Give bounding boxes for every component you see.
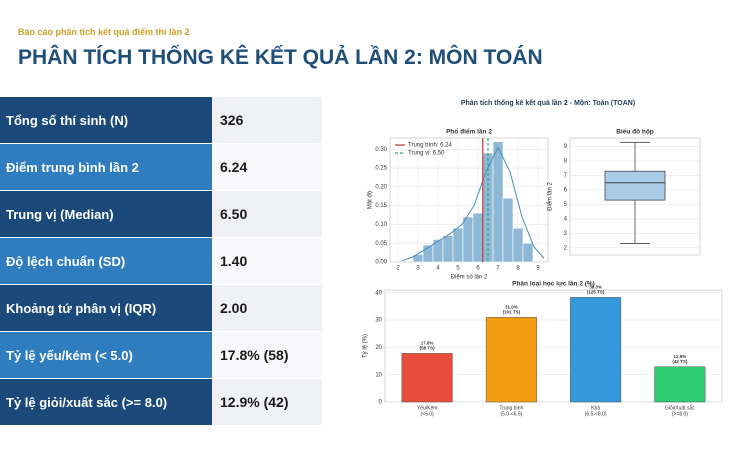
label-cell: Trung vị (Median) — [0, 191, 212, 237]
bar — [442, 235, 454, 263]
bar — [462, 216, 474, 263]
value-cell: 6.50 — [212, 191, 322, 237]
y-tick-label: 4 — [564, 216, 568, 222]
y-tick-label: 6 — [564, 188, 568, 194]
chart-title: Phân loại học lực lần 2 (%) — [512, 279, 595, 288]
bar — [654, 366, 706, 403]
y-tick-label: 0.30 — [375, 147, 387, 153]
x-tick-label: 5 — [456, 266, 460, 272]
bar — [502, 197, 514, 263]
y-tick-label: 2 — [564, 245, 568, 251]
y-axis-label: Mật độ — [368, 190, 374, 209]
y-tick-label: 0.00 — [375, 260, 387, 266]
y-tick-label: 0 — [379, 400, 383, 406]
chart-title: Biểu đồ hộp — [616, 127, 654, 136]
label-cell: Tỷ lệ giỏi/xuất sắc (>= 8.0) — [0, 379, 212, 425]
x-tick-label: Giỏi/Xuất sắc — [665, 404, 695, 411]
x-tick-label: Yếu/Kém — [417, 405, 438, 411]
value-cell: 1.40 — [212, 238, 322, 284]
table-row: Tỷ lệ giỏi/xuất sắc (>= 8.0) 12.9% (42) — [0, 379, 322, 426]
value-cell: 6.24 — [212, 144, 322, 190]
y-tick-label: 5 — [564, 202, 568, 208]
y-tick-label: 7 — [564, 173, 568, 179]
table-row: Khoảng tứ phân vị (IQR) 2.00 — [0, 285, 322, 332]
label-cell: Độ lệch chuẩn (SD) — [0, 238, 212, 284]
y-axis-label: Tỷ lệ (%) — [362, 334, 369, 358]
label-cell: Điểm trung bình lần 2 — [0, 144, 212, 190]
x-tick-label: Khá — [591, 405, 600, 411]
bar — [570, 297, 622, 403]
x-tick-label: (6.5-<8.0) — [585, 411, 607, 417]
x-tick-label: Trung bình — [499, 405, 523, 411]
data-label: (42 TS) — [672, 359, 688, 364]
value-cell: 2.00 — [212, 285, 322, 331]
y-tick-label: 9 — [564, 144, 568, 150]
x-axis-label: Điểm số lần 2 — [451, 274, 488, 281]
bar — [492, 141, 504, 263]
data-label: (101 TS) — [503, 310, 521, 315]
bar — [432, 239, 444, 263]
figure-title: Phân tích thống kê kết quả lần 2 - Môn: … — [461, 98, 635, 107]
x-tick-label: 6 — [476, 266, 480, 272]
y-axis-label: Điểm lần 2 — [547, 182, 554, 211]
x-tick-label: (>=8.0) — [672, 411, 688, 417]
y-tick-label: 0.10 — [375, 222, 387, 228]
data-label: 12.9% — [673, 354, 686, 359]
y-tick-label: 0.15 — [375, 203, 387, 209]
data-label: 38.3% — [589, 285, 602, 290]
x-tick-label: (<5.0) — [421, 411, 435, 417]
value-cell: 12.9% (42) — [212, 379, 322, 425]
kde-line — [401, 146, 545, 262]
y-tick-label: 0.05 — [375, 241, 387, 247]
chart-title: Phổ điểm lần 2 — [446, 127, 492, 136]
bar — [472, 212, 484, 263]
table-row: Trung vị (Median) 6.50 — [0, 191, 322, 238]
data-label: (58 TS) — [420, 346, 436, 351]
value-cell: 17.8% (58) — [212, 332, 322, 378]
label-cell: Tỷ lệ yếu/kém (< 5.0) — [0, 332, 212, 378]
bar — [512, 227, 524, 263]
y-tick-label: 30 — [375, 318, 382, 324]
data-label: (125 TS) — [587, 290, 605, 295]
table-row: Độ lệch chuẩn (SD) 1.40 — [0, 238, 322, 285]
label-cell: Tổng số thí sinh (N) — [0, 97, 212, 143]
figure: Phân tích thống kê kết quả lần 2 - Môn: … — [355, 92, 736, 437]
x-tick-label: 3 — [416, 266, 420, 272]
x-tick-label: (5.0-<6.5) — [500, 411, 522, 417]
y-tick-label: 8 — [564, 159, 568, 165]
bar — [401, 353, 453, 403]
x-tick-label: 8 — [516, 266, 520, 272]
y-tick-label: 0.25 — [375, 166, 387, 172]
y-tick-label: 10 — [375, 372, 382, 378]
table-row: Điểm trung bình lần 2 6.24 — [0, 144, 322, 191]
table-row: Tỷ lệ yếu/kém (< 5.0) 17.8% (58) — [0, 332, 322, 379]
bar — [452, 227, 464, 263]
y-tick-label: 20 — [375, 345, 382, 351]
stats-table: Tổng số thí sinh (N) 326 Điểm trung bình l… — [0, 97, 322, 426]
legend-label: Trung bình: 6.24 — [408, 143, 452, 149]
x-tick-label: 4 — [436, 266, 440, 272]
legend-label: Trung vị: 6.50 — [408, 151, 445, 157]
table-row: Tổng số thí sinh (N) 326 — [0, 97, 322, 144]
y-tick-label: 0.20 — [375, 184, 387, 190]
title: PHÂN TÍCH THỐNG KÊ KẾT QUẢ LẦN 2: MÔN TO… — [18, 46, 543, 69]
box — [604, 170, 666, 201]
x-tick-label: 9 — [536, 266, 540, 272]
subtitle: Báo cáo phân tích kết quả điểm thi lần 2 — [18, 27, 190, 37]
y-tick-label: 40 — [375, 290, 382, 296]
x-tick-label: 2 — [396, 266, 400, 272]
y-tick-label: 3 — [564, 231, 568, 237]
data-label: 31.0% — [505, 305, 518, 310]
data-label: 17.8% — [421, 341, 434, 346]
bar — [485, 317, 537, 403]
label-cell: Khoảng tứ phân vị (IQR) — [0, 285, 212, 331]
value-cell: 326 — [212, 97, 322, 143]
bar — [522, 242, 534, 263]
x-tick-label: 7 — [496, 266, 500, 272]
